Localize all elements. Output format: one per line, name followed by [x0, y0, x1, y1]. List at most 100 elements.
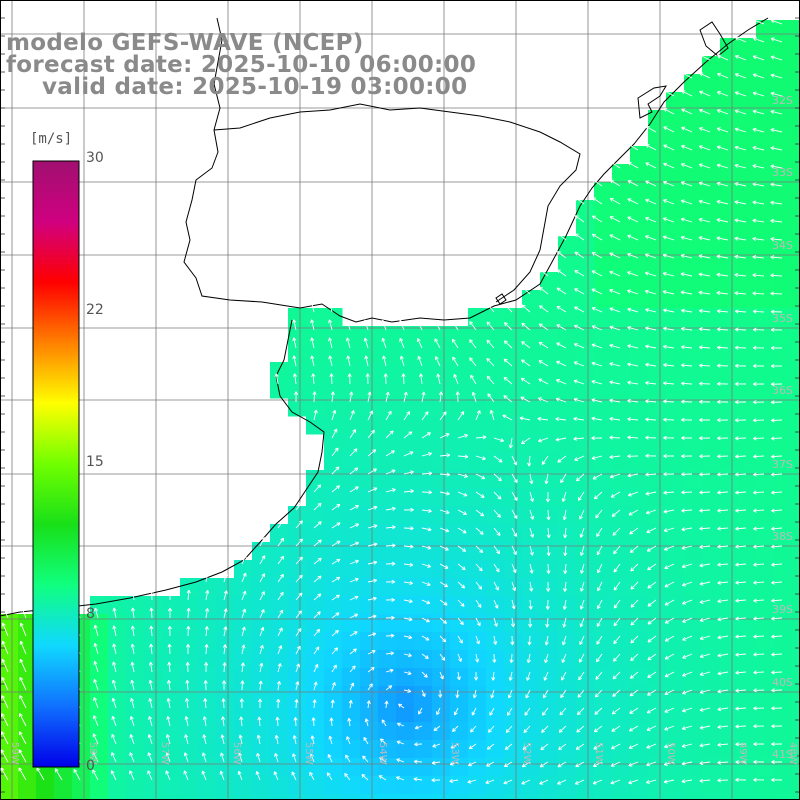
wind-arrow	[579, 527, 585, 538]
wind-cell	[666, 164, 685, 183]
wind-cell	[504, 542, 523, 561]
wind-arrow	[645, 326, 657, 331]
wind-arrow	[295, 592, 303, 601]
wind-arrow	[364, 355, 369, 367]
wind-arrow	[385, 469, 396, 475]
wind-cell	[468, 470, 487, 489]
wind-cell	[144, 596, 163, 615]
wind-cell	[648, 254, 667, 273]
wind-cell	[648, 452, 667, 471]
wind-arrow	[575, 743, 585, 750]
wind-arrow	[418, 707, 423, 715]
wind-arrow	[699, 599, 711, 604]
wind-arrow	[771, 490, 783, 495]
wind-arrow	[438, 391, 443, 403]
wind-arrow	[238, 752, 243, 763]
wind-cell	[756, 560, 775, 579]
wind-cell	[486, 668, 505, 687]
wind-cell	[432, 416, 451, 435]
wind-cell	[468, 542, 487, 561]
wind-cell	[162, 668, 181, 687]
wind-arrow	[469, 357, 477, 367]
wind-cell	[792, 722, 800, 741]
wind-arrow	[627, 491, 639, 497]
wind-cell	[540, 722, 559, 741]
wind-arrow	[239, 698, 244, 709]
wind-cell	[540, 308, 559, 327]
wind-cell	[90, 794, 109, 800]
lon-label: 54W	[377, 742, 388, 765]
wind-arrow	[628, 509, 639, 516]
wind-cell	[774, 758, 793, 777]
coastline-path	[183, 17, 769, 323]
wind-cell	[720, 614, 739, 633]
wind-arrow	[537, 416, 549, 421]
wind-arrow	[664, 707, 675, 713]
wind-arrow	[609, 398, 621, 403]
wind-cell	[738, 92, 757, 111]
wind-arrow	[511, 545, 517, 555]
wind-cell	[702, 794, 721, 800]
wind-cell	[684, 614, 703, 633]
wind-arrow	[367, 560, 378, 565]
wind-cell	[180, 776, 199, 795]
wind-cell	[468, 596, 487, 615]
wind-arrow	[574, 270, 585, 277]
wind-cell	[504, 668, 523, 687]
wind-cell	[522, 704, 541, 723]
wind-cell	[594, 398, 613, 417]
colorbar-unit: [m/s]	[30, 131, 73, 147]
wind-cell	[594, 614, 613, 633]
wind-arrow	[770, 400, 783, 405]
wind-cell	[270, 362, 289, 381]
wind-arrow	[609, 343, 621, 349]
wind-cell	[702, 56, 721, 75]
wind-cell	[756, 182, 775, 201]
wind-arrow	[295, 610, 302, 619]
wind-arrow	[681, 527, 693, 532]
wind-arrow	[664, 635, 675, 642]
wind-arrow	[403, 470, 414, 475]
wind-cell	[90, 704, 109, 723]
wind-arrow	[770, 218, 783, 223]
wind-cell	[540, 290, 559, 309]
wind-arrow	[54, 768, 63, 781]
wind-cell	[720, 434, 739, 453]
wind-arrow	[609, 473, 621, 479]
wind-cell	[522, 614, 541, 633]
wind-cell	[396, 380, 415, 399]
wind-arrow	[379, 738, 387, 745]
wind-arrow	[716, 109, 729, 115]
wind-cell	[234, 740, 253, 759]
wind-cell	[558, 722, 577, 741]
wind-arrow	[753, 436, 765, 441]
wind-cell	[252, 542, 271, 561]
wind-arrow	[735, 742, 747, 747]
wind-arrow	[591, 436, 603, 441]
wind-arrow	[457, 563, 466, 571]
wind-arrow	[475, 527, 484, 535]
wind-arrow	[511, 509, 518, 519]
wind-cell	[666, 596, 685, 615]
wind-arrow	[364, 718, 369, 727]
wind-cell	[558, 596, 577, 615]
wind-arrow	[681, 581, 693, 587]
wind-arrow	[403, 653, 412, 658]
wind-cell	[468, 506, 487, 525]
wind-cell	[468, 380, 487, 399]
wind-arrow	[220, 716, 226, 727]
wind-cell	[720, 92, 739, 111]
wind-arrow	[241, 554, 247, 565]
wind-cell	[612, 164, 631, 183]
wind-arrow	[573, 416, 585, 421]
wind-cell	[360, 650, 379, 669]
wind-cell	[468, 488, 487, 507]
wind-cell	[774, 488, 793, 507]
wind-arrow	[591, 233, 603, 241]
wind-arrow	[403, 489, 414, 494]
wind-cell	[576, 668, 595, 687]
wind-arrow	[537, 437, 549, 443]
wind-cell	[216, 686, 235, 705]
wind-cell	[792, 326, 800, 345]
wind-arrow	[511, 527, 518, 537]
